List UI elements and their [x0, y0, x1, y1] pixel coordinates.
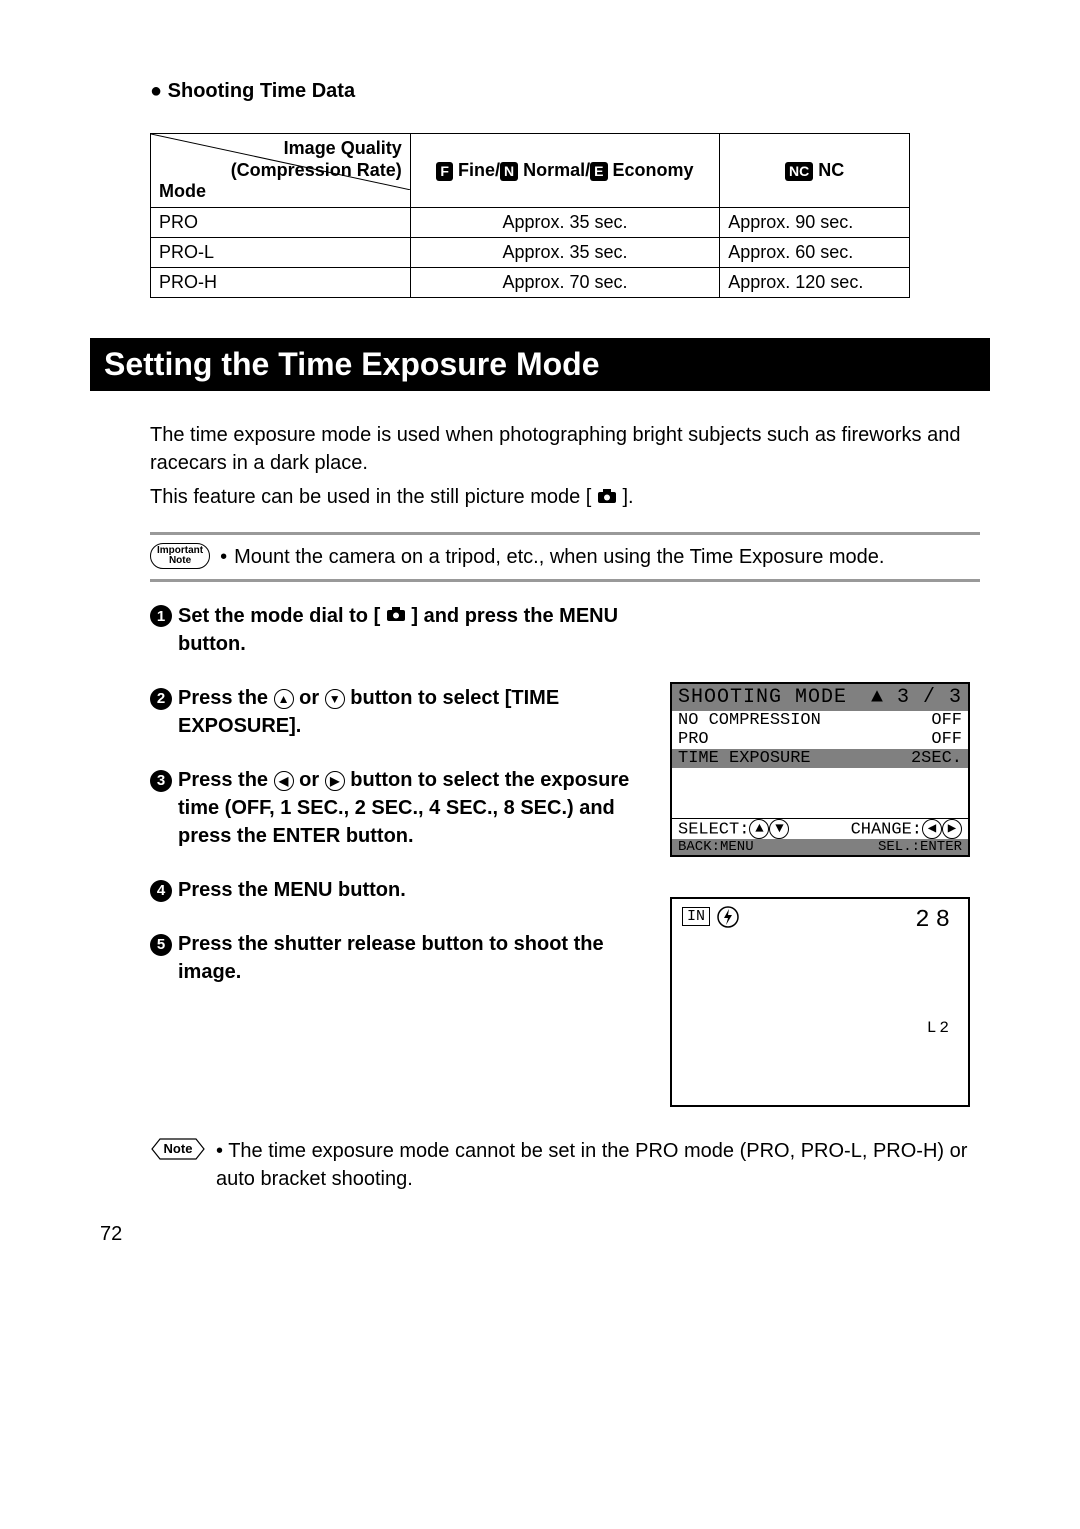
nc-label: NC: [813, 160, 844, 180]
left-arrow-icon: ◀: [274, 771, 294, 791]
cell-mode: PRO-H: [151, 267, 411, 297]
cell-nc: Approx. 90 sec.: [720, 207, 910, 237]
intro-p2: This feature can be used in the still pi…: [150, 483, 980, 512]
table-header-nc: NC NC: [720, 134, 910, 208]
cell-nc: Approx. 120 sec.: [720, 267, 910, 297]
lcd-back-label: BACK:MENU: [678, 839, 754, 855]
lcd-screen-shoot: IN 28 L2: [670, 897, 970, 1107]
lcd-row-r: OFF: [931, 711, 962, 730]
svg-text:Note: Note: [164, 1141, 193, 1156]
step-4: 4 Press the MENU button.: [150, 876, 640, 904]
step5-text: Press the shutter release button to shoo…: [178, 930, 640, 986]
circled-4-icon: 4: [150, 880, 172, 902]
lcd-row-highlighted: TIME EXPOSURE 2SEC.: [672, 749, 968, 768]
right-arrow-icon: ▶: [942, 819, 962, 839]
cell-fne: Approx. 35 sec.: [410, 237, 720, 267]
lcd-row: PRO OFF: [672, 730, 968, 749]
important-label-1: Important: [157, 546, 203, 556]
lcd-title-right: ▲ 3 / 3: [871, 686, 962, 709]
lcd-footer-1: SELECT:▲▼ CHANGE:◀▶: [672, 818, 968, 839]
screens-column: SHOOTING MODE ▲ 3 / 3 NO COMPRESSION OFF…: [670, 602, 980, 1107]
lcd-row-l: PRO: [678, 730, 709, 749]
bullet-icon: •: [220, 543, 234, 571]
f-icon: F: [436, 162, 453, 181]
step1-pre: Set the mode dial to [: [178, 605, 386, 627]
cell-mode: PRO: [151, 207, 411, 237]
note-text: The time exposure mode cannot be set in …: [216, 1140, 967, 1190]
important-badge: Important Note: [150, 543, 210, 569]
step-5: 5 Press the shutter release button to sh…: [150, 930, 640, 986]
table-row: PRO Approx. 35 sec. Approx. 90 sec.: [151, 207, 910, 237]
table-row: PRO-L Approx. 35 sec. Approx. 60 sec.: [151, 237, 910, 267]
main-heading: Setting the Time Exposure Mode: [90, 338, 990, 391]
lcd-change-label: CHANGE:: [851, 820, 922, 839]
page-number: 72: [100, 1223, 980, 1246]
n-icon: N: [500, 162, 518, 181]
l2-label: L2: [927, 1019, 952, 1037]
left-arrow-icon: ◀: [922, 819, 942, 839]
shot-count: 28: [915, 907, 956, 934]
intro-p2a: This feature can be used in the still pi…: [150, 486, 597, 508]
table-row: PRO-H Approx. 70 sec. Approx. 120 sec.: [151, 267, 910, 297]
step4-text: Press the MENU button.: [178, 876, 406, 904]
lcd-title-left: SHOOTING MODE: [678, 686, 847, 709]
important-label-2: Note: [157, 556, 203, 566]
important-note: Important Note •Mount the camera on a tr…: [150, 532, 980, 582]
note-block: Note • The time exposure mode cannot be …: [150, 1137, 980, 1193]
steps-column: 1 Set the mode dial to [ ] and press the…: [150, 602, 640, 1013]
camera-icon: [386, 602, 406, 630]
circled-5-icon: 5: [150, 934, 172, 956]
table-header-diagonal: Image Quality (Compression Rate) Mode: [151, 134, 411, 208]
lcd-row-r: OFF: [931, 730, 962, 749]
lcd-screen-menu: SHOOTING MODE ▲ 3 / 3 NO COMPRESSION OFF…: [670, 682, 970, 857]
shooting-time-table: Image Quality (Compression Rate) Mode F …: [150, 133, 910, 298]
important-body: Mount the camera on a tripod, etc., when…: [234, 546, 884, 568]
bullet-heading: Shooting Time Data: [150, 80, 980, 103]
lcd-footer-2: BACK:MENU SEL.:ENTER: [672, 839, 968, 855]
cell-nc: Approx. 60 sec.: [720, 237, 910, 267]
flash-icon: [716, 905, 740, 936]
step-2: 2 Press the ▲ or ▼ button to select [TIM…: [150, 684, 640, 740]
lcd-row-l: NO COMPRESSION: [678, 711, 821, 730]
step2-pre: Press the: [178, 687, 274, 709]
note-badge: Note: [150, 1137, 206, 1161]
cell-fne: Approx. 70 sec.: [410, 267, 720, 297]
lcd-row-l: TIME EXPOSURE: [678, 749, 811, 768]
lcd-sel-label: SEL.:ENTER: [878, 839, 962, 855]
e-icon: E: [590, 162, 607, 181]
step-3: 3 Press the ◀ or ▶ button to select the …: [150, 766, 640, 850]
lcd-row-r: 2SEC.: [911, 749, 962, 768]
lcd-row: NO COMPRESSION OFF: [672, 711, 968, 730]
circled-3-icon: 3: [150, 770, 172, 792]
up-arrow-icon: ▲: [749, 819, 769, 839]
up-arrow-icon: ▲: [274, 689, 294, 709]
lcd-spacer: [672, 768, 968, 818]
step-1: 1 Set the mode dial to [ ] and press the…: [150, 602, 640, 659]
lcd-select-label: SELECT:: [678, 820, 749, 839]
down-arrow-icon: ▼: [325, 689, 345, 709]
step2-mid: or: [299, 687, 325, 709]
cell-mode: PRO-L: [151, 237, 411, 267]
in-badge: IN: [682, 907, 710, 926]
nc-icon: NC: [785, 162, 813, 181]
cell-fne: Approx. 35 sec.: [410, 207, 720, 237]
circled-2-icon: 2: [150, 688, 172, 710]
step3-mid: or: [299, 769, 325, 791]
down-arrow-icon: ▼: [769, 819, 789, 839]
intro-p2b: ].: [622, 486, 633, 508]
table-header-fne: F Fine/N Normal/E Economy: [410, 134, 720, 208]
right-arrow-icon: ▶: [325, 771, 345, 791]
circled-1-icon: 1: [150, 605, 172, 627]
intro-p1: The time exposure mode is used when phot…: [150, 421, 980, 477]
important-text: •Mount the camera on a tripod, etc., whe…: [220, 543, 884, 571]
camera-icon: [597, 484, 617, 512]
step3-pre: Press the: [178, 769, 274, 791]
